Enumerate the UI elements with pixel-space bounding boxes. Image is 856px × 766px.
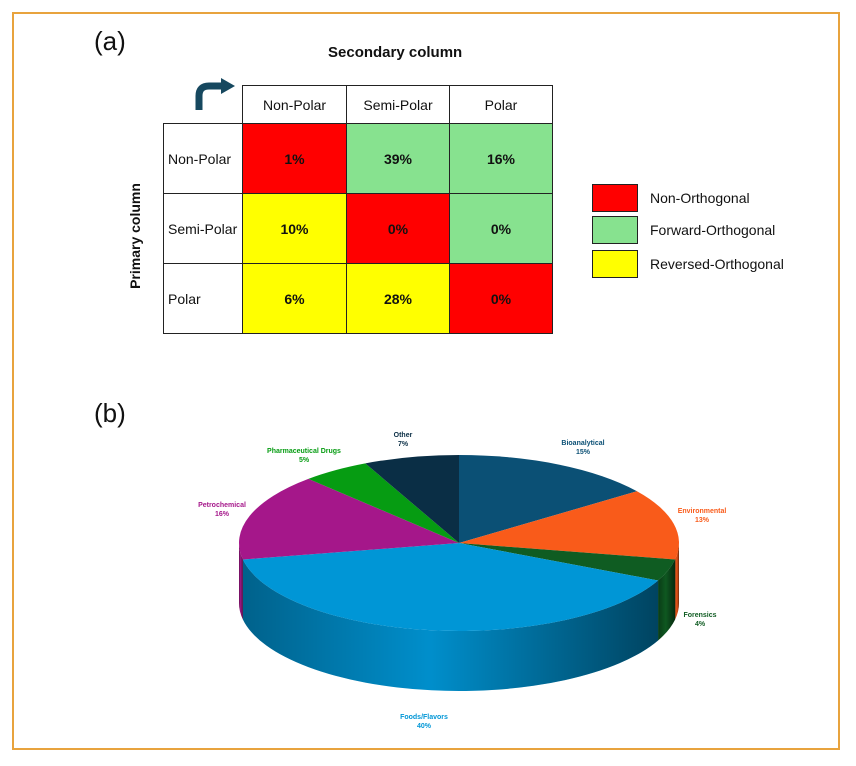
legend-label-non: Non-Orthogonal (650, 190, 750, 206)
column-header-polar: Polar (449, 85, 553, 124)
pie-side-forensics-shade (658, 559, 676, 641)
pie-label-forensics: Forensics 4% (683, 612, 716, 628)
figure-frame (12, 12, 840, 750)
pie-side-petrochemical-shade (239, 543, 243, 620)
legend-swatch-rev (592, 250, 638, 278)
pie-slice-other (365, 455, 459, 543)
row-header-polar: Polar (163, 263, 243, 334)
matrix-cell: 6% (242, 263, 347, 334)
matrix-cell: 0% (449, 193, 553, 264)
legend-label-rev: Reversed-Orthogonal (650, 256, 784, 272)
matrix-cell: 0% (449, 263, 553, 334)
pie-slice-petrochemical (238, 478, 459, 560)
legend-label-fwd: Forward-Orthogonal (650, 222, 776, 238)
matrix-cell: 0% (346, 193, 450, 264)
panel-label-a: (a) (94, 26, 126, 56)
pie-slice-forensics (459, 543, 676, 581)
legend-swatch-non (592, 184, 638, 212)
pie-label-bioanalytical: Bioanalytical 15% (561, 440, 604, 456)
corner-arrow-icon (195, 78, 235, 110)
row-header-non-polar: Non-Polar (163, 123, 243, 194)
secondary-column-title: Secondary column (328, 44, 463, 61)
pie-label-foods-flavors: Foods/Flavors 40% (400, 714, 448, 730)
panel-label-b: (b) (94, 398, 126, 428)
row-header-semi-polar: Semi-Polar (163, 193, 243, 264)
pie-label-pharmaceutical-drugs: Pharmaceutical Drugs 5% (267, 448, 341, 464)
matrix-cell: 28% (346, 263, 450, 334)
pie-slice-foods-flavors (242, 543, 659, 631)
pie-label-petrochemical: Petrochemical 16% (198, 502, 246, 518)
pie-side-environmental-shade (675, 543, 679, 620)
pie-slice-pharmaceutical-drugs (308, 463, 459, 543)
pie-slice-environmental (459, 491, 680, 560)
column-header-semi-polar: Semi-Polar (346, 85, 450, 124)
matrix-cell: 10% (242, 193, 347, 264)
pie-label-other: Other 7% (394, 432, 413, 448)
legend-swatch-fwd (592, 216, 638, 244)
pie-label-environmental: Environmental 13% (678, 508, 727, 524)
matrix-cell: 16% (449, 123, 553, 194)
column-header-non-polar: Non-Polar (242, 85, 347, 124)
pie-slice-bioanalytical (459, 455, 637, 543)
pie-side-foods-flavors-shade (242, 559, 659, 691)
